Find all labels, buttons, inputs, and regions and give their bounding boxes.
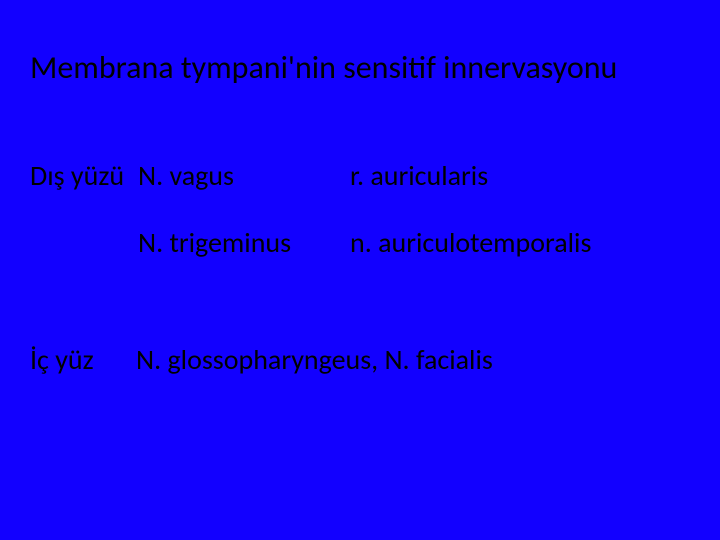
outer-branch-1: r. auricularis xyxy=(350,158,488,193)
inner-surface-label: İç yüz xyxy=(30,342,94,377)
inner-nerves: N. glossopharyngeus, N. facialis xyxy=(136,342,493,377)
outer-nerve-1: N. vagus xyxy=(138,158,234,193)
outer-surface-label: Dış yüzü xyxy=(30,158,124,193)
slide-title: Membrana tympani'nin sensitif innervasyo… xyxy=(30,48,617,87)
outer-branch-2: n. auriculotemporalis xyxy=(350,225,591,260)
outer-nerve-2: N. trigeminus xyxy=(138,225,291,260)
